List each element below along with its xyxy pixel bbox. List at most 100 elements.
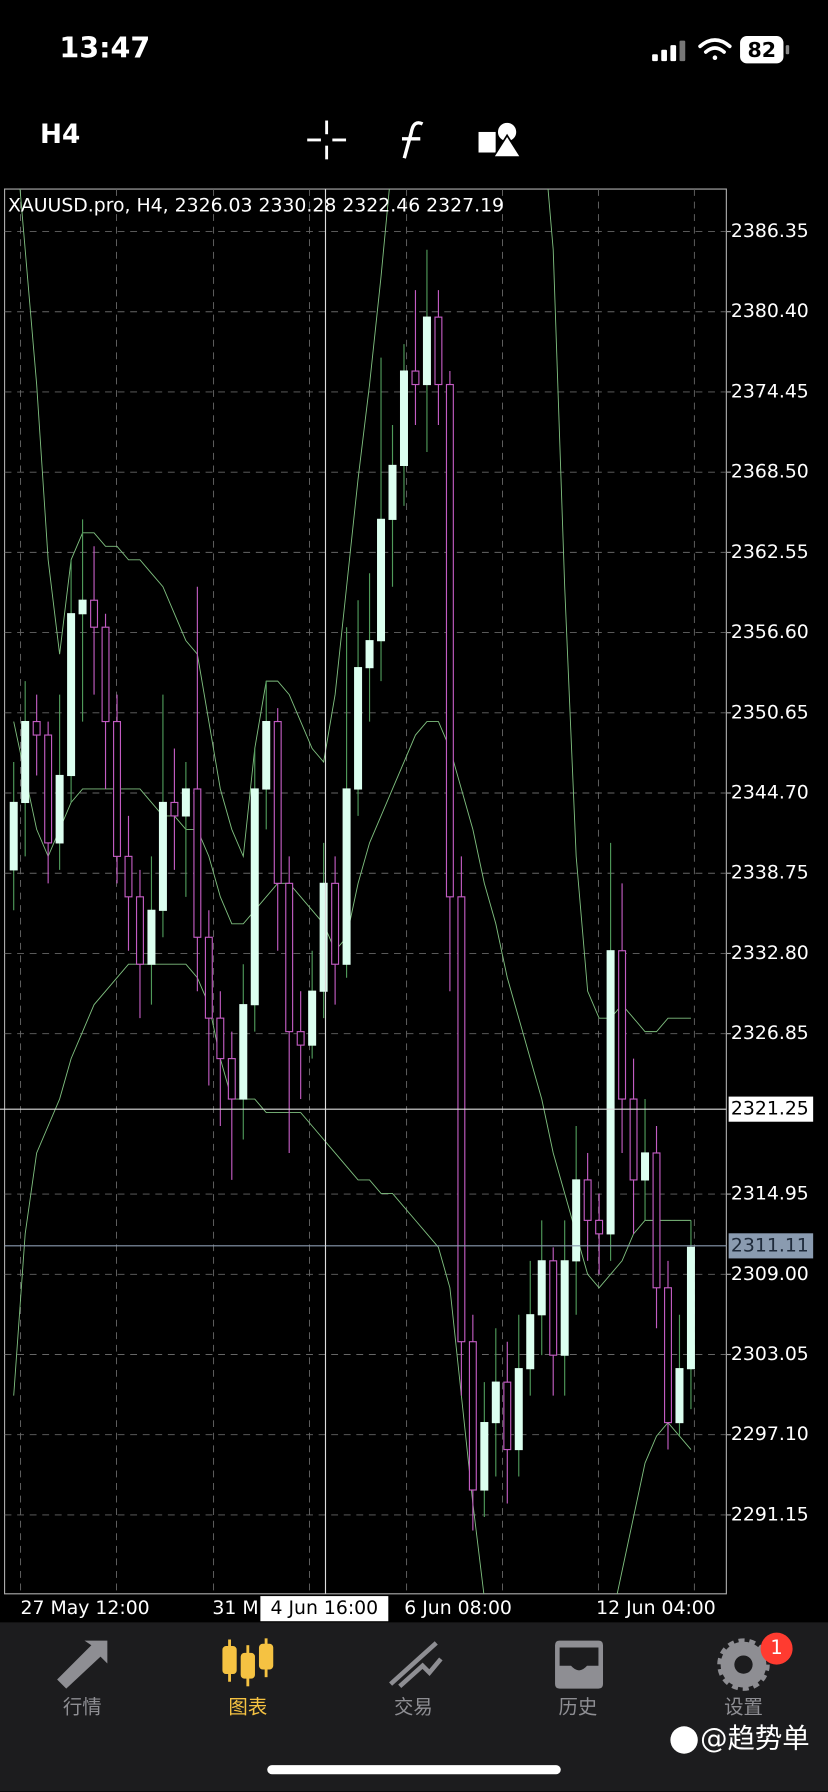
badge [760,1632,793,1665]
candle-body [445,383,454,898]
y-tick-label: 2309.00 [731,1264,809,1285]
clock: 13:47 [59,31,150,65]
candle-body [457,896,466,1343]
x-tick-label: 31 M [212,1598,258,1619]
y-tick-label: 2380.40 [731,301,809,322]
candle-body [101,626,110,723]
crosshair-tool[interactable] [307,120,347,160]
candle-body [67,613,76,777]
candle-body [331,882,340,965]
history-icon[interactable] [555,1640,604,1689]
y-tick-label: 2374.45 [731,381,809,402]
y-tick-label: 2356.60 [731,622,809,643]
candle-body [606,950,615,1235]
candle-body [686,1246,695,1370]
y-tick-label: 2362.55 [731,542,809,563]
candle-body [158,801,167,911]
candle-body [652,1152,661,1289]
candle-body [526,1314,535,1370]
candle-body [468,1341,477,1491]
candle-body [78,599,87,615]
band-upper [19,189,691,1033]
y-tick-label: 2338.75 [731,863,809,884]
y-tick-label: 2344.70 [731,783,809,804]
trade-icon[interactable] [389,1641,443,1689]
candle-body [399,370,408,466]
chart-icon[interactable] [222,1638,274,1687]
candle-body [113,720,122,857]
current-price-box [728,1233,814,1259]
timeframe[interactable]: H4 [40,120,80,150]
y-tick-label: 2386.35 [731,221,809,242]
y-tick-label: 2314.95 [731,1184,809,1205]
signal-icon [652,40,686,62]
candle-body [204,936,213,1019]
candle-body [9,801,18,871]
candle-body [250,788,259,1006]
candle-body [32,720,41,736]
tab-label[interactable]: 行情 [63,1696,102,1719]
candle-body [216,1017,225,1060]
candle-body [377,518,386,642]
watermark: @趋势单 [700,1723,810,1754]
objects-tool[interactable] [478,122,523,158]
y-tick-label: 2350.65 [731,702,809,723]
y-tick-label: 2326.85 [731,1023,809,1044]
wifi-icon [698,38,732,61]
tab-label[interactable]: 历史 [558,1696,597,1719]
tab-bar [0,1622,828,1792]
candle-body [422,316,431,386]
candle-body [560,1260,569,1356]
candle-body [583,1179,592,1221]
candle-body [170,801,179,817]
candle-body [514,1368,523,1451]
y-tick-label: 2303.05 [731,1344,809,1365]
candle-body [411,370,420,386]
settings-icon[interactable] [717,1638,770,1691]
candle-body [503,1381,512,1451]
candle-body [595,1219,604,1235]
candle-body [181,788,190,817]
candle-body [388,464,397,520]
candle-body [629,1098,638,1181]
candle-body [90,599,99,628]
candle-body [285,882,294,1033]
candle-body [641,1152,650,1181]
candle-body [239,1004,248,1100]
band-lower [13,963,692,1594]
tab-label[interactable]: 交易 [394,1696,433,1719]
candle-body [262,720,271,790]
y-tick-label: 2368.50 [731,462,809,483]
candle-body [21,720,30,804]
tab-label[interactable]: 图表 [228,1696,267,1719]
crosshair-price-label: 2321.25 [731,1099,809,1120]
chart-frame [3,188,727,1595]
quotes-icon[interactable] [57,1640,108,1689]
candle-body [135,896,144,965]
candle-body [549,1260,558,1356]
candle-body [273,720,282,884]
candle-body [618,950,627,1100]
candle-body [308,990,317,1046]
candle-body [319,882,328,992]
candle-body [55,774,64,844]
battery-icon [740,36,790,64]
candle-body [675,1368,684,1424]
y-tick-label: 2291.15 [731,1504,809,1525]
candle-body [193,788,202,938]
tab-label[interactable]: 设置 [724,1696,763,1719]
indicator-tool[interactable] [402,121,424,159]
y-tick-label: 2332.80 [731,943,809,964]
candle-body [354,667,363,790]
candle-body [44,734,53,844]
crosshair-price-box [728,1096,814,1122]
candle-body [663,1287,672,1424]
vertical-grid [20,189,695,1594]
candle-body [480,1422,489,1491]
candle-body [434,316,443,386]
crosshair-time-label: 4 Jun 16:00 [271,1598,379,1619]
candle-body [147,909,156,965]
current-price-label: 2311.11 [731,1235,809,1256]
